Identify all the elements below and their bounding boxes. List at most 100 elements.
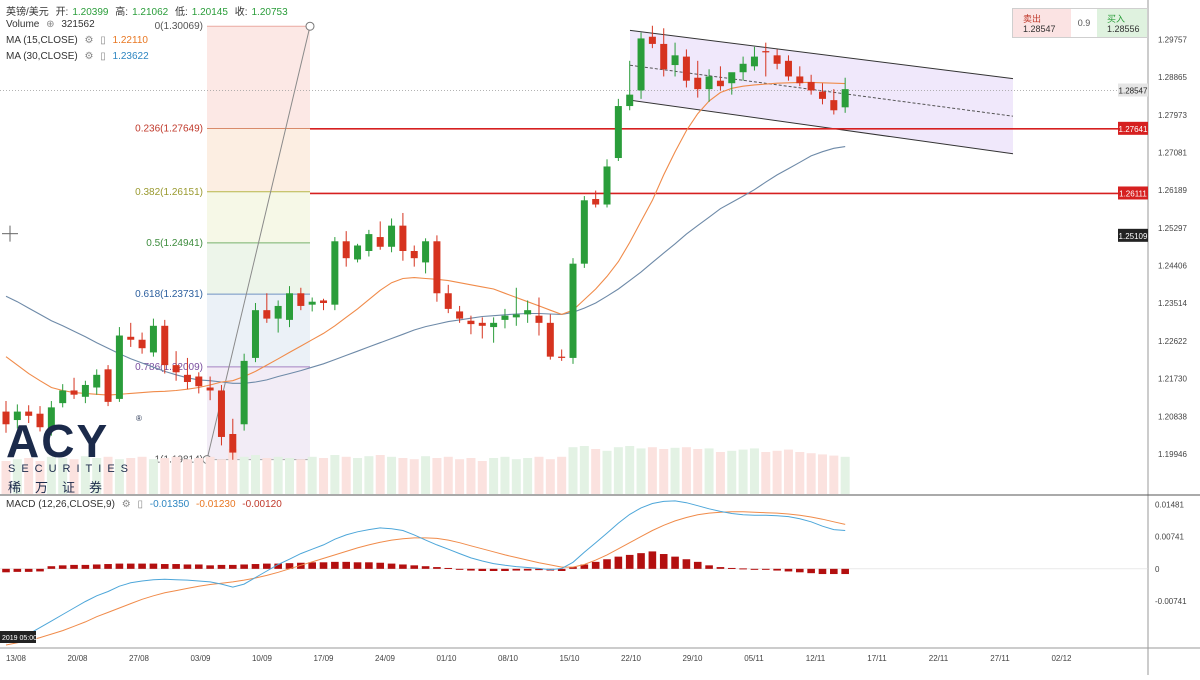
candle	[546, 322, 554, 357]
macd-histogram-bar	[331, 561, 339, 569]
volume-bar	[817, 454, 827, 494]
macd-histogram-bar	[342, 561, 350, 569]
candle	[104, 369, 112, 402]
logo-registered: ®	[136, 414, 142, 423]
acy-logo: ACY ® SECURITIES 稀万证券	[6, 414, 146, 496]
sell-button[interactable]: 卖出 1.28547	[1013, 9, 1071, 37]
buy-button[interactable]: 买入 1.28556	[1097, 9, 1147, 37]
volume-bar	[341, 456, 351, 494]
macd-histogram-bar	[308, 562, 316, 569]
candle	[671, 55, 679, 66]
candle	[467, 320, 475, 325]
macd-histogram-bar	[149, 563, 158, 569]
candle	[728, 72, 736, 84]
settings-icon[interactable]: ⚙	[121, 499, 131, 510]
delete-icon[interactable]: ▯	[100, 35, 106, 46]
settings-icon[interactable]: ⚙	[84, 51, 94, 62]
price-tick-label: 1.20838	[1158, 412, 1187, 421]
volume-bar	[409, 459, 419, 494]
volume-bar	[114, 459, 124, 494]
candle	[286, 293, 293, 320]
price-tick-label: 1.24406	[1158, 262, 1187, 271]
volume-bar	[228, 449, 238, 494]
macd-histogram-bar	[240, 564, 248, 569]
volume-bar	[319, 458, 329, 494]
volume-bar	[137, 456, 147, 494]
fib-zone	[207, 26, 310, 129]
volume-bar	[727, 450, 737, 494]
price-tick-label: 1.25297	[1158, 224, 1187, 233]
macd-line	[5, 500, 846, 644]
time-tick-label: 08/10	[498, 654, 519, 663]
volume-bar	[421, 456, 431, 494]
volume-bar	[772, 450, 782, 494]
volume-bar	[636, 448, 646, 494]
candle	[240, 360, 248, 425]
macd-histogram-bar	[671, 556, 679, 569]
price-tag	[1118, 83, 1148, 97]
macd-histogram-bar	[739, 568, 747, 570]
volume-bar	[749, 448, 759, 494]
macd-label: MACD (12,26,CLOSE,9)	[6, 499, 115, 510]
candle	[694, 77, 702, 90]
time-tick-label: 17/09	[313, 654, 334, 663]
volume-bar	[375, 455, 385, 494]
settings-icon[interactable]: ⚙	[84, 35, 94, 46]
candle	[818, 91, 826, 99]
macd-histogram-bar	[274, 563, 282, 569]
delete-icon[interactable]: ▯	[137, 499, 143, 510]
candle	[580, 200, 588, 264]
macd-histogram-bar	[784, 568, 793, 572]
macd-histogram-bar	[637, 553, 645, 569]
ma30-value: 1.23622	[112, 51, 149, 62]
volume-bar	[35, 461, 45, 494]
spread-value: 0.9	[1077, 18, 1091, 28]
macd-histogram-bar	[455, 568, 464, 570]
candle	[354, 245, 362, 260]
buy-price: 1.28556	[1107, 24, 1140, 34]
candle	[59, 390, 67, 404]
macd-histogram-bar	[773, 568, 781, 571]
volume-bar	[216, 459, 226, 494]
volume-bar	[489, 458, 499, 494]
candle	[841, 89, 849, 108]
macd-histogram-bar	[830, 568, 838, 575]
macd-histogram-bar	[444, 567, 453, 569]
price-tick-label: 1.27973	[1158, 111, 1187, 120]
macd-histogram-bar	[659, 554, 668, 569]
macd-histogram-bar	[206, 565, 214, 569]
candle	[682, 56, 690, 81]
candle	[206, 387, 214, 391]
candle	[183, 374, 191, 383]
ma30-line	[5, 146, 846, 384]
volume-bar	[148, 459, 158, 494]
candle	[626, 94, 634, 107]
time-badge	[0, 631, 36, 643]
volume-bar	[613, 447, 623, 494]
volume-bar	[182, 459, 192, 494]
volume-bar	[455, 459, 465, 494]
candle	[478, 322, 486, 326]
eye-icon[interactable]: ⊕	[46, 19, 55, 30]
volume-bar	[795, 452, 805, 494]
macd-histogram-bar	[104, 564, 112, 569]
candle	[161, 325, 169, 366]
candle	[705, 76, 713, 90]
time-tick-label: 17/11	[867, 654, 887, 663]
macd-histogram-bar	[705, 565, 713, 569]
price-tick-label: 1.28865	[1158, 73, 1187, 82]
candle	[127, 336, 135, 340]
delete-icon[interactable]: ▯	[100, 51, 106, 62]
volume-bar	[250, 455, 260, 494]
macd-histogram-bar	[807, 568, 815, 574]
channel-mid	[629, 64, 1014, 117]
volume-bar	[239, 456, 249, 494]
macd-histogram-bar	[433, 567, 441, 569]
volume-bar	[398, 458, 408, 494]
candle	[342, 241, 350, 259]
candle	[376, 237, 384, 247]
volume-bar	[500, 456, 510, 494]
macd-histogram-bar	[580, 564, 589, 569]
